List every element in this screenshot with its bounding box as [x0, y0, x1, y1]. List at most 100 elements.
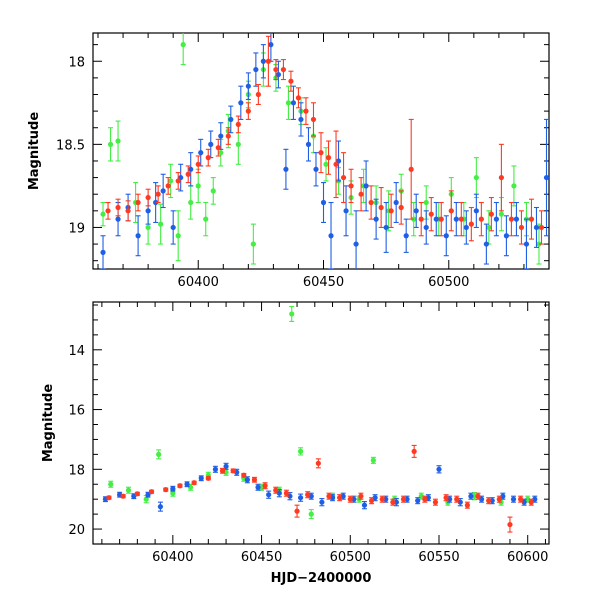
data-point-green	[175, 233, 181, 239]
data-point-red	[191, 480, 197, 486]
data-point-blue	[244, 477, 250, 483]
data-point-red	[303, 108, 309, 114]
data-point-red	[443, 495, 449, 501]
data-point-blue	[443, 233, 449, 239]
data-point-red	[498, 174, 504, 181]
data-point-red	[251, 477, 258, 483]
data-point-red	[508, 216, 515, 222]
data-point-red	[273, 487, 279, 493]
data-point-red	[422, 496, 428, 502]
data-point-green	[473, 174, 479, 181]
data-point-blue	[298, 116, 304, 123]
data-point-blue	[473, 208, 479, 214]
data-point-red	[458, 216, 464, 222]
data-point-red	[255, 91, 261, 98]
data-point-green	[170, 490, 176, 496]
data-point-blue	[100, 249, 106, 255]
data-point-red	[177, 483, 183, 489]
data-point-green	[210, 188, 216, 194]
data-point-blue	[276, 490, 282, 496]
bottom-y-axis-label: Magnitude	[41, 384, 56, 463]
data-point-blue	[543, 174, 549, 181]
data-point-red	[418, 216, 424, 222]
bottom-x-tick-label: 60600	[507, 550, 548, 565]
data-point-blue	[403, 233, 409, 239]
data-point-blue	[287, 493, 293, 499]
data-point-red	[205, 475, 211, 481]
data-point-red	[273, 66, 279, 73]
data-point-red	[518, 224, 525, 231]
data-point-blue	[212, 466, 219, 472]
data-point-blue	[188, 166, 194, 172]
data-point-green	[203, 216, 209, 222]
data-point-blue	[260, 58, 266, 64]
data-point-red	[378, 204, 384, 211]
data-point-blue	[223, 463, 229, 469]
data-point-red	[388, 208, 394, 214]
data-point-red	[428, 211, 434, 217]
data-point-blue	[115, 216, 121, 222]
data-point-blue	[275, 71, 282, 78]
data-point-red	[358, 493, 364, 499]
data-point-blue	[513, 216, 520, 222]
data-point-blue	[415, 498, 421, 504]
data-point-red	[262, 483, 268, 489]
top-x-tick-label: 60400	[178, 275, 219, 290]
data-point-blue	[157, 504, 164, 510]
data-point-green	[289, 311, 295, 317]
data-point-red	[348, 183, 354, 189]
top-ticks: 60400 60450 60500 18 18.5 19	[56, 33, 550, 290]
data-point-blue	[320, 199, 327, 206]
data-point-red	[165, 183, 171, 189]
data-point-red	[448, 208, 454, 214]
bottom-y-tick-label: 18	[68, 463, 85, 478]
bottom-x-tick-label: 60450	[241, 550, 282, 565]
data-point-red	[318, 150, 324, 156]
data-point-red	[488, 211, 494, 217]
bottom-panel: 60400 60450 60500 60550 60600 14 16 18 20 Magnit…	[41, 301, 550, 586]
top-y-tick-label: 18	[68, 55, 85, 70]
data-point-red	[294, 508, 300, 514]
data-point-red	[438, 216, 444, 222]
data-point-blue	[319, 499, 325, 505]
data-point-green	[525, 496, 531, 502]
data-point-green	[250, 241, 256, 247]
data-point-blue	[521, 499, 527, 505]
bottom-ticks: 60400 60450 60500 60550 60600 14 16 18 20	[68, 302, 549, 565]
data-point-green	[156, 451, 162, 457]
data-point-blue	[184, 481, 190, 487]
data-point-blue	[328, 233, 334, 239]
data-point-red	[295, 95, 302, 101]
data-point-red	[135, 199, 141, 206]
bottom-y-tick-label: 16	[68, 404, 85, 419]
data-point-blue	[493, 216, 499, 222]
data-point-red	[528, 499, 534, 505]
data-point-blue	[290, 100, 297, 106]
data-point-green	[195, 183, 201, 189]
data-point-red	[175, 178, 181, 184]
data-point-red	[507, 521, 513, 528]
data-point-blue	[343, 208, 349, 214]
data-point-blue	[423, 224, 429, 231]
data-point-red	[468, 221, 474, 227]
data-point-green	[323, 161, 329, 167]
data-point-red	[106, 495, 112, 501]
top-plot-frame	[92, 32, 550, 270]
data-point-red	[411, 448, 417, 454]
data-point-green	[411, 216, 417, 222]
data-point-blue	[510, 496, 517, 502]
data-point-green	[536, 241, 542, 247]
data-point-red	[486, 498, 492, 504]
data-point-green	[486, 224, 492, 231]
data-point-red	[333, 161, 339, 167]
data-point-green	[100, 211, 106, 217]
data-point-blue	[533, 224, 540, 231]
data-point-green	[297, 448, 304, 454]
data-point-red	[379, 496, 385, 502]
data-point-red	[115, 204, 121, 211]
data-point-blue	[198, 475, 204, 481]
data-point-blue	[255, 484, 261, 490]
data-point-blue	[523, 241, 530, 247]
data-point-blue	[503, 233, 510, 239]
data-point-green	[143, 496, 149, 502]
